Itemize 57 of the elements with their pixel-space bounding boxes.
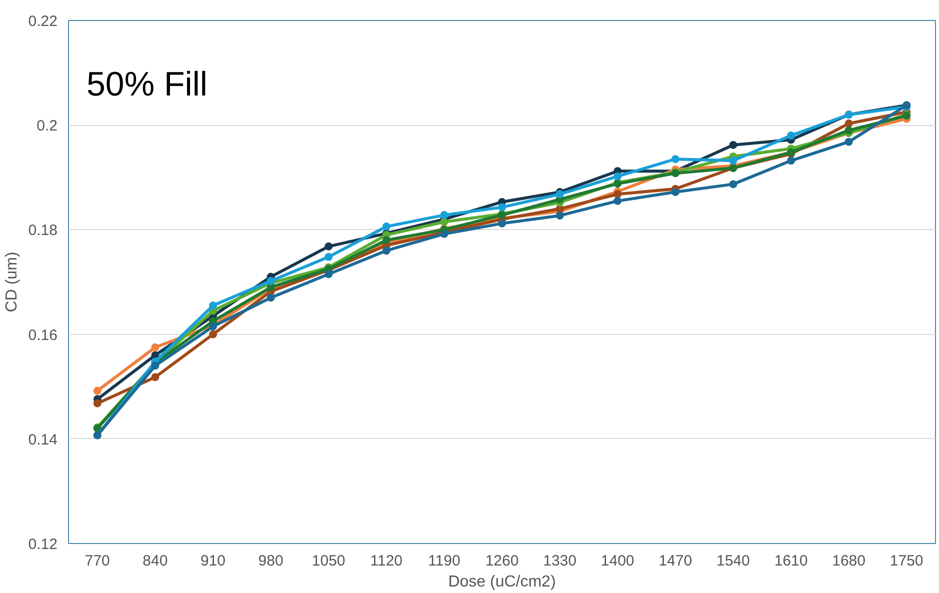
- point: [324, 252, 333, 261]
- x-tick-label: 1750: [890, 552, 924, 570]
- x-tick-label: 910: [200, 552, 226, 570]
- x-tick-label: 1190: [428, 552, 460, 570]
- point: [729, 156, 738, 165]
- x-tick-label: 1330: [543, 552, 576, 570]
- point: [671, 155, 680, 164]
- point: [614, 196, 622, 205]
- point: [844, 126, 853, 134]
- point: [209, 302, 217, 310]
- y-tick-label: 0.14: [28, 431, 58, 448]
- point: [498, 219, 506, 228]
- point: [151, 362, 160, 370]
- x-tick-label: 840: [142, 552, 168, 570]
- point: [151, 373, 160, 382]
- point: [382, 246, 390, 255]
- y-tick-label: 0.16: [28, 326, 58, 344]
- point: [151, 343, 160, 352]
- x-tick-label: 1050: [312, 552, 346, 570]
- point: [209, 330, 217, 338]
- point: [844, 138, 853, 146]
- y-tick-label: 0.18: [28, 222, 58, 240]
- x-tick-label: 1540: [716, 552, 750, 570]
- point: [93, 399, 102, 408]
- point: [614, 172, 622, 180]
- y-tick-label: 0.12: [28, 536, 58, 553]
- point: [382, 222, 390, 231]
- x-tick-label: 1260: [485, 552, 519, 570]
- x-tick-label: 1120: [370, 552, 403, 570]
- point: [324, 242, 333, 250]
- point: [266, 294, 275, 302]
- x-tick-label: 770: [84, 552, 110, 570]
- y-tick-label: 0.2: [36, 118, 58, 135]
- y-axis-title: CD (um): [3, 252, 20, 312]
- point: [266, 276, 275, 285]
- point: [382, 236, 390, 244]
- point: [614, 190, 622, 198]
- x-tick-label: 1470: [658, 552, 692, 570]
- point: [324, 270, 333, 278]
- x-tick-label: 1400: [600, 552, 634, 570]
- point: [440, 218, 448, 226]
- point: [729, 140, 738, 149]
- x-tick-label: 1680: [832, 552, 866, 570]
- point: [440, 211, 448, 220]
- point: [844, 120, 853, 128]
- point: [498, 203, 506, 212]
- point: [729, 180, 738, 188]
- point: [556, 212, 564, 220]
- x-tick-label: 1610: [774, 552, 808, 570]
- x-tick-label: 980: [258, 552, 284, 570]
- y-tick-label: 0.22: [28, 13, 58, 30]
- point: [671, 188, 680, 196]
- x-axis-title: Dose (uC/cm2): [448, 574, 556, 590]
- point: [93, 386, 102, 395]
- point: [787, 132, 795, 140]
- point: [787, 156, 795, 165]
- annotation: 50% Fill: [86, 66, 208, 104]
